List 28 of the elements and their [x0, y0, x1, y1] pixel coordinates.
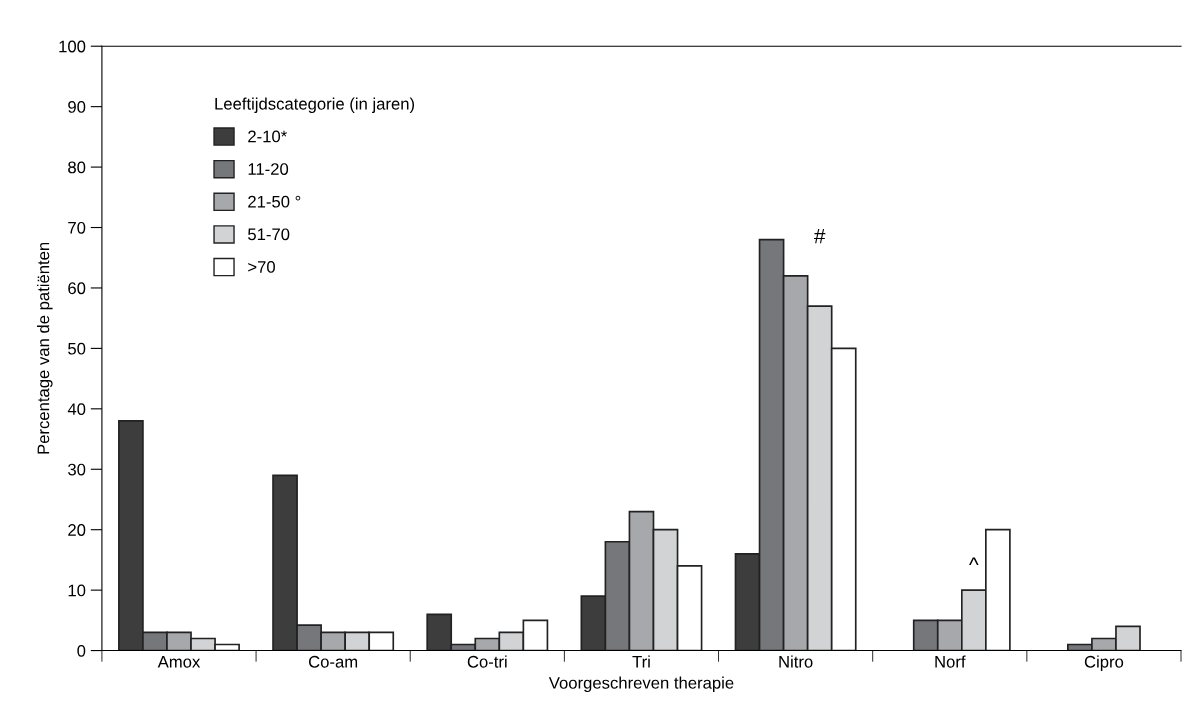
y-tick-label: 40 — [67, 403, 86, 416]
y-tick-label: 20 — [68, 524, 86, 536]
y-tick-label: 0 — [77, 644, 86, 657]
y-tick-label: 90 — [68, 101, 86, 113]
annotation: ^ — [969, 557, 979, 566]
legend-title: Leeftijdscategorie (in jaren) — [215, 97, 415, 114]
y-tick-label: 10 — [68, 584, 86, 597]
x-tick-label: Tri — [632, 655, 650, 668]
y-tick-label: 30 — [68, 463, 86, 476]
x-tick-label: Norf — [935, 655, 966, 668]
x-tick-label: Co-am — [308, 655, 358, 668]
legend-label: 51-70 — [248, 228, 290, 241]
y-tick-label: 50 — [68, 342, 86, 355]
x-tick-label: Nitro — [779, 655, 813, 668]
legend-label: 2-10* — [248, 130, 287, 143]
x-axis-title: Voorgeschreven therapie — [548, 676, 734, 693]
legend-label: 11-20 — [248, 163, 289, 175]
annotation: # — [813, 228, 826, 244]
y-tick-label: 60 — [68, 282, 86, 295]
x-tick-label: Co-tri — [467, 655, 507, 668]
y-tick-label: 100 — [59, 40, 86, 53]
legend-label: >70 — [248, 261, 275, 273]
y-axis-title: Percentage van de patiënten — [37, 242, 53, 454]
y-tick-label: 80 — [68, 161, 86, 174]
x-tick-label: Cipro — [1084, 655, 1124, 671]
y-tick-label: 70 — [68, 221, 86, 234]
x-tick-label: Amox — [157, 656, 201, 668]
legend-label: 21-50 ° — [248, 195, 301, 208]
